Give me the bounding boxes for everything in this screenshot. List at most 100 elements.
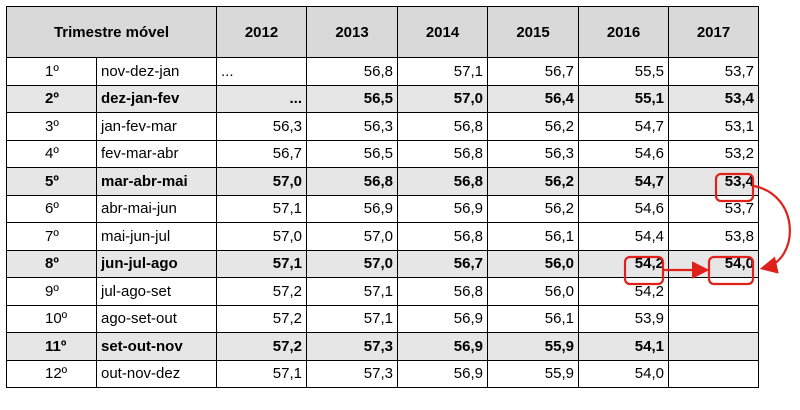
- value-cell: 53,2: [668, 139, 759, 168]
- value-cell: [668, 277, 759, 306]
- value-cell: 57,1: [306, 304, 398, 333]
- table-row: 1º nov-dez-jan... 56,8 57,1 56,7 55,5 53,7: [6, 57, 759, 86]
- value-cell: 56,2: [487, 194, 579, 223]
- value-cell: [668, 304, 759, 333]
- table-row: 4º fev-mar-abr 56,7 56,5 56,8 56,3 54,6 53,2: [6, 139, 759, 168]
- row-rank: 12º: [6, 359, 97, 388]
- value-cell: 56,8: [397, 139, 488, 168]
- value-cell: 57,2: [216, 332, 307, 361]
- value-cell: ...: [216, 57, 307, 86]
- value-cell: 57,0: [306, 249, 398, 278]
- value-cell: 57,1: [216, 359, 307, 388]
- data-table-container: Trimestre móvel 2012 2013 2014 2015 2016…: [6, 6, 759, 401]
- value-cell: 56,7: [397, 249, 488, 278]
- row-period: mar-abr-mai: [96, 167, 217, 196]
- value-cell: 55,9: [487, 359, 579, 388]
- value-cell: 57,0: [306, 222, 398, 251]
- row-period: abr-mai-jun: [96, 194, 217, 223]
- value-cell: 57,1: [216, 249, 307, 278]
- header-year: 2013: [306, 6, 398, 58]
- value-cell: 53,4: [668, 84, 759, 113]
- value-cell: 56,0: [487, 277, 579, 306]
- value-cell: 56,3: [306, 112, 398, 141]
- value-cell: 54,2: [578, 249, 669, 278]
- value-cell: 53,7: [668, 57, 759, 86]
- value-cell: 57,1: [306, 277, 398, 306]
- row-period: nov-dez-jan: [96, 57, 217, 86]
- value-cell: 56,0: [487, 249, 579, 278]
- row-rank: 1º: [6, 57, 97, 86]
- value-cell: 56,3: [216, 112, 307, 141]
- row-rank: 2º: [6, 84, 97, 113]
- row-period: mai-jun-jul: [96, 222, 217, 251]
- row-rank: 8º: [6, 249, 97, 278]
- value-cell: 56,1: [487, 304, 579, 333]
- table-row: 5º mar-abr-mai 57,0 56,8 56,8 56,2 54,7 53,4: [6, 167, 759, 196]
- value-cell: 56,8: [306, 167, 398, 196]
- value-cell: 54,0: [578, 359, 669, 388]
- value-cell: 54,6: [578, 194, 669, 223]
- table-row: 2º dez-jan-fev... 56,5 57,0 56,4 55,1 53,4: [6, 84, 759, 113]
- value-cell: 57,2: [216, 304, 307, 333]
- row-period: jul-ago-set: [96, 277, 217, 306]
- value-cell: 54,2: [578, 277, 669, 306]
- header-year: 2017: [668, 6, 759, 58]
- value-cell: 56,8: [397, 222, 488, 251]
- table-row: 8º jun-jul-ago 57,1 57,0 56,7 56,0 54,2 54,0: [6, 249, 759, 278]
- value-cell: 56,3: [487, 139, 579, 168]
- value-cell: 56,7: [487, 57, 579, 86]
- row-period: jan-fev-mar: [96, 112, 217, 141]
- table-row: 12º out-nov-dez 57,1 57,3 56,9 55,9 54,0: [6, 359, 759, 388]
- value-cell: 54,4: [578, 222, 669, 251]
- value-cell: 55,9: [487, 332, 579, 361]
- value-cell: 56,9: [397, 332, 488, 361]
- value-cell: 55,1: [578, 84, 669, 113]
- value-cell: 56,8: [397, 167, 488, 196]
- row-period: jun-jul-ago: [96, 249, 217, 278]
- value-cell: 57,2: [216, 277, 307, 306]
- value-cell: 54,1: [578, 332, 669, 361]
- value-cell: 56,8: [397, 112, 488, 141]
- curved-arrow: [753, 184, 791, 274]
- value-cell: 53,7: [668, 194, 759, 223]
- row-rank: 6º: [6, 194, 97, 223]
- table-row: 7º mai-jun-jul 57,0 57,0 56,8 56,1 54,4 53,8: [6, 222, 759, 251]
- value-cell: [668, 359, 759, 388]
- value-cell: 56,8: [397, 277, 488, 306]
- header-year: 2012: [216, 6, 307, 58]
- value-cell: 55,5: [578, 57, 669, 86]
- value-cell: 57,3: [306, 359, 398, 388]
- table-row: 6º abr-mai-jun 57,1 56,9 56,9 56,2 54,6 53,7: [6, 194, 759, 223]
- row-rank: 7º: [6, 222, 97, 251]
- row-period: fev-mar-abr: [96, 139, 217, 168]
- row-period: out-nov-dez: [96, 359, 217, 388]
- value-cell: [668, 332, 759, 361]
- row-rank: 11º: [6, 332, 97, 361]
- value-cell: 56,9: [306, 194, 398, 223]
- table-row: 3º jan-fev-mar 56,3 56,3 56,8 56,2 54,7 53,1: [6, 112, 759, 141]
- value-cell: 53,8: [668, 222, 759, 251]
- value-cell: 53,4: [668, 167, 759, 196]
- header-year: 2014: [397, 6, 488, 58]
- value-cell: 53,1: [668, 112, 759, 141]
- row-period: dez-jan-fev: [96, 84, 217, 113]
- value-cell: 57,1: [216, 194, 307, 223]
- data-table: Trimestre móvel 2012 2013 2014 2015 2016…: [6, 6, 759, 388]
- value-cell: 53,9: [578, 304, 669, 333]
- value-cell: 56,4: [487, 84, 579, 113]
- row-period: set-out-nov: [96, 332, 217, 361]
- value-cell: 54,0: [668, 249, 759, 278]
- row-rank: 10º: [6, 304, 97, 333]
- header-row: Trimestre móvel 2012 2013 2014 2015 2016…: [6, 6, 759, 58]
- table-row: 10º ago-set-out 57,2 57,1 56,9 56,1 53,9: [6, 304, 759, 333]
- value-cell: 56,5: [306, 139, 398, 168]
- value-cell: 56,9: [397, 304, 488, 333]
- value-cell: 56,9: [397, 359, 488, 388]
- row-period: ago-set-out: [96, 304, 217, 333]
- value-cell: 54,7: [578, 167, 669, 196]
- table-row: 9º jul-ago-set 57,2 57,1 56,8 56,0 54,2: [6, 277, 759, 306]
- value-cell: 56,1: [487, 222, 579, 251]
- value-cell: 56,2: [487, 167, 579, 196]
- value-cell: 56,2: [487, 112, 579, 141]
- value-cell: ...: [216, 84, 307, 113]
